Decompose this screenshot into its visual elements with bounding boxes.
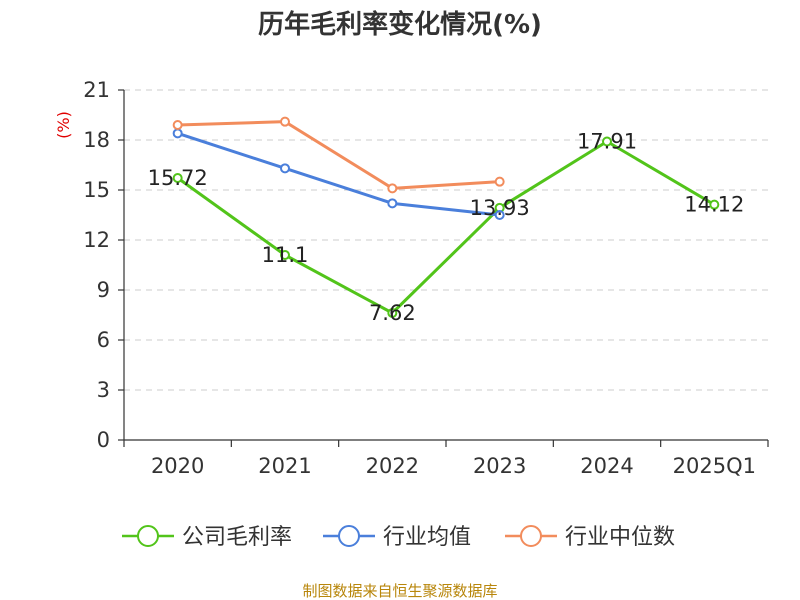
data-point (494, 210, 505, 220)
y-axis-label: (%) (54, 111, 73, 139)
legend-marker (137, 525, 159, 547)
data-point (280, 116, 290, 127)
legend-item[interactable]: 行业中位数 (505, 525, 675, 550)
legend-item[interactable]: 公司毛利率 (122, 525, 292, 550)
data-point (387, 308, 398, 318)
data-point (709, 199, 720, 210)
x-tick-label: 2025Q1 (673, 454, 756, 478)
series-line-0 (176, 140, 716, 315)
data-labels: 15.72 11.1 7.62 13.93 17.91 14.12 (148, 130, 745, 326)
source-note: 制图数据来自恒生聚源数据库 (302, 582, 497, 600)
data-label: 17.91 (577, 130, 637, 154)
grid-lines (124, 89, 768, 391)
data-label: 14.12 (684, 193, 744, 217)
series-line-2 (177, 120, 500, 190)
y-tick-label: 3 (97, 378, 110, 402)
data-point (387, 198, 398, 209)
series-lines (172, 116, 720, 318)
y-tick-label: 0 (97, 428, 110, 452)
data-point (280, 163, 290, 174)
legend-label: 公司毛利率 (182, 525, 292, 550)
data-point (172, 128, 183, 139)
data-point (280, 250, 290, 260)
legend-marker (520, 525, 542, 547)
data-label: 7.62 (369, 301, 416, 325)
data-label: 11.1 (262, 243, 309, 267)
chart-title: 历年毛利率变化情况(%) (258, 9, 542, 40)
y-tick-label: 15 (83, 178, 110, 202)
x-tick-label: 2023 (473, 454, 526, 478)
x-tick-label: 2022 (366, 454, 419, 478)
data-point (602, 136, 612, 147)
y-tick-label: 9 (97, 278, 110, 302)
legend-marker (338, 525, 360, 547)
x-tick-label: 2021 (258, 454, 311, 478)
legend: 公司毛利率 行业均值 行业中位数 (122, 525, 675, 550)
legend-label: 行业中位数 (565, 525, 675, 550)
legend-item[interactable]: 行业均值 (323, 525, 471, 550)
y-tick-label: 12 (83, 228, 110, 252)
data-label: 15.72 (148, 166, 208, 190)
legend-label: 行业均值 (383, 525, 471, 550)
data-point (387, 183, 398, 194)
series-line-1 (177, 131, 500, 217)
data-label: 13.93 (470, 196, 530, 220)
y-tick-label: 6 (97, 328, 110, 352)
data-point (494, 176, 505, 187)
x-tick-label: 2020 (151, 454, 204, 478)
y-tick-label: 18 (83, 128, 110, 152)
data-point (172, 120, 183, 130)
axes: 0 3 6 9 12 15 18 21 2020 2021 2022 2023 2024 2025Q1 (83, 78, 769, 478)
data-point (172, 173, 183, 183)
x-tick-label: 2024 (580, 454, 633, 478)
y-tick-label: 21 (83, 78, 110, 102)
